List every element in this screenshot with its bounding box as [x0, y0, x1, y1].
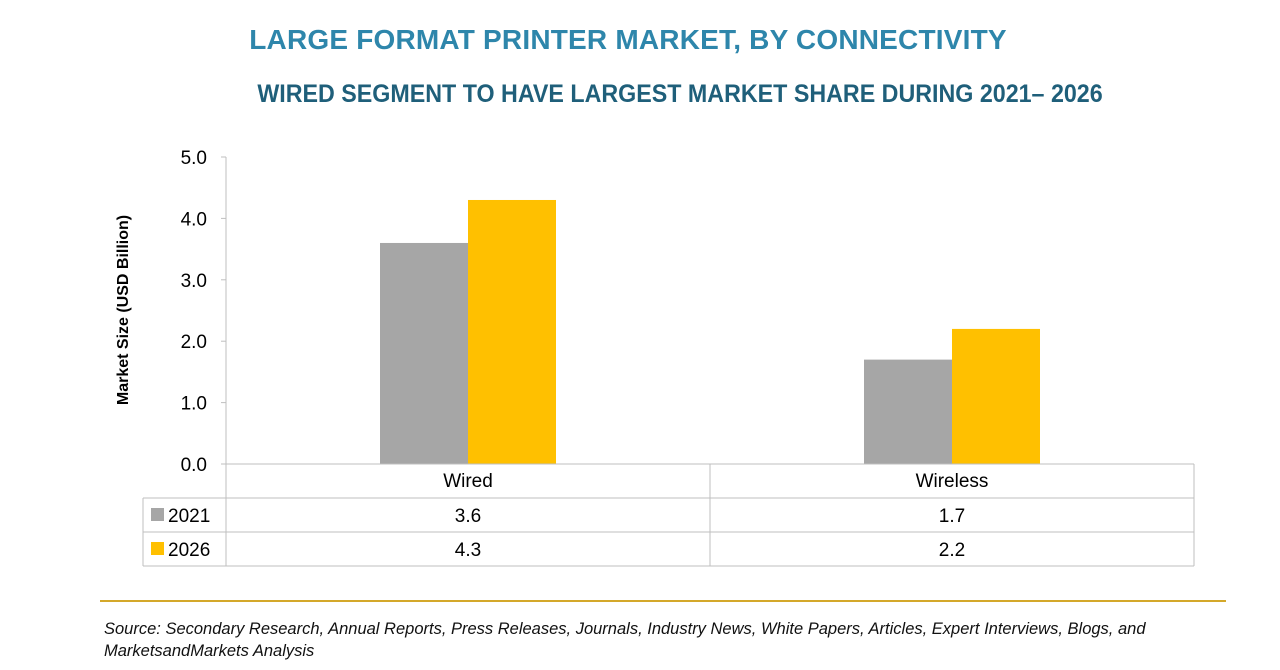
data-label: 2.2 [939, 540, 965, 561]
bar-wired-2026 [468, 199, 556, 465]
legend-key-2021 [151, 508, 164, 521]
legend-key-2026 [151, 542, 164, 555]
y-tick-label: 0.0 [181, 455, 207, 476]
data-label: 1.7 [939, 506, 965, 527]
bar-wired-2021 [380, 242, 468, 464]
data-label: 3.6 [455, 506, 481, 527]
legend-label-2021: 2021 [168, 506, 210, 527]
y-tick-label: 4.0 [181, 209, 207, 230]
x-category-label: Wireless [916, 471, 989, 492]
bar-wireless-2021 [864, 359, 952, 464]
chart-subtitle: WIRED SEGMENT TO HAVE LARGEST MARKET SHA… [257, 80, 1103, 108]
y-tick-label: 2.0 [181, 332, 207, 353]
y-tick-label: 1.0 [181, 394, 207, 415]
source-note: Source: Secondary Research, Annual Repor… [104, 620, 1146, 660]
x-category-label: Wired [443, 471, 493, 492]
legend-label-2026: 2026 [168, 540, 210, 561]
y-tick-label: 3.0 [181, 271, 207, 292]
data-label: 4.3 [455, 540, 481, 561]
bar-wireless-2026 [952, 328, 1040, 464]
y-tick-label: 5.0 [181, 148, 207, 169]
chart-title: LARGE FORMAT PRINTER MARKET, BY CONNECTI… [249, 24, 1007, 55]
